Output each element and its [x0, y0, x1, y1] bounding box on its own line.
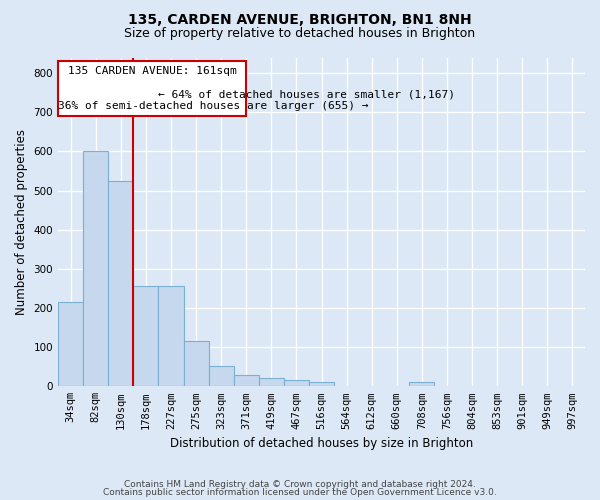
Text: ← 64% of detached houses are smaller (1,167): ← 64% of detached houses are smaller (1,… [158, 90, 455, 100]
Bar [158, 286, 184, 386]
Text: Contains public sector information licensed under the Open Government Licence v3: Contains public sector information licen… [103, 488, 497, 497]
Bar [209, 366, 233, 386]
Bar [233, 374, 259, 386]
Bar [309, 382, 334, 386]
Bar [133, 286, 158, 386]
FancyBboxPatch shape [58, 62, 246, 116]
Text: Contains HM Land Registry data © Crown copyright and database right 2024.: Contains HM Land Registry data © Crown c… [124, 480, 476, 489]
Bar [184, 342, 209, 386]
X-axis label: Distribution of detached houses by size in Brighton: Distribution of detached houses by size … [170, 437, 473, 450]
Bar [284, 380, 309, 386]
Text: 36% of semi-detached houses are larger (655) →: 36% of semi-detached houses are larger (… [58, 102, 368, 112]
Bar [108, 181, 133, 386]
Bar [259, 378, 284, 386]
Text: Size of property relative to detached houses in Brighton: Size of property relative to detached ho… [124, 28, 476, 40]
Bar [58, 302, 83, 386]
Bar [409, 382, 434, 386]
Text: 135 CARDEN AVENUE: 161sqm: 135 CARDEN AVENUE: 161sqm [68, 66, 236, 76]
Y-axis label: Number of detached properties: Number of detached properties [15, 129, 28, 315]
Text: 135, CARDEN AVENUE, BRIGHTON, BN1 8NH: 135, CARDEN AVENUE, BRIGHTON, BN1 8NH [128, 12, 472, 26]
Bar [83, 152, 108, 386]
